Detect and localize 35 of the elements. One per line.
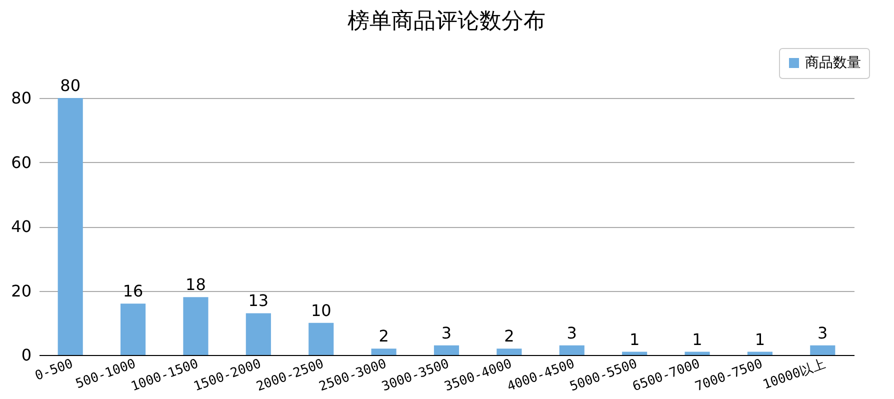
bar xyxy=(684,352,710,355)
data-label: 1 xyxy=(754,330,766,349)
data-label: 3 xyxy=(566,323,577,342)
data-label: 1 xyxy=(692,330,702,349)
x-tick-label: 0-500 xyxy=(33,356,76,384)
data-label: 16 xyxy=(122,282,144,301)
bar xyxy=(496,348,522,355)
y-tick-label: 20 xyxy=(11,281,32,300)
bar xyxy=(810,345,836,355)
data-label: 3 xyxy=(441,323,452,342)
y-tick-label: 80 xyxy=(11,88,32,108)
y-tick-label: 60 xyxy=(11,152,32,172)
data-label: 18 xyxy=(186,275,206,294)
bar xyxy=(434,345,460,355)
bar xyxy=(183,297,208,355)
chart-title: 榜单商品评论数分布 xyxy=(348,9,546,34)
x-tick-label: 10000以上 xyxy=(761,356,828,393)
y-tick-label: 0 xyxy=(21,346,32,364)
data-label: 3 xyxy=(818,323,828,342)
bar xyxy=(308,322,334,355)
bar xyxy=(246,313,271,355)
data-label: 2 xyxy=(378,326,389,346)
bar xyxy=(120,304,146,355)
data-label: 13 xyxy=(248,291,269,310)
data-label: 80 xyxy=(60,76,81,95)
bar xyxy=(559,345,584,355)
y-tick-label: 40 xyxy=(11,217,32,236)
data-label: 2 xyxy=(504,326,514,346)
bar xyxy=(58,98,83,355)
data-label: 10 xyxy=(310,300,332,320)
bar xyxy=(371,348,396,355)
data-label: 1 xyxy=(629,330,640,349)
bar xyxy=(622,352,648,355)
bar xyxy=(747,352,772,355)
legend-label: 商品数量 xyxy=(805,55,861,71)
